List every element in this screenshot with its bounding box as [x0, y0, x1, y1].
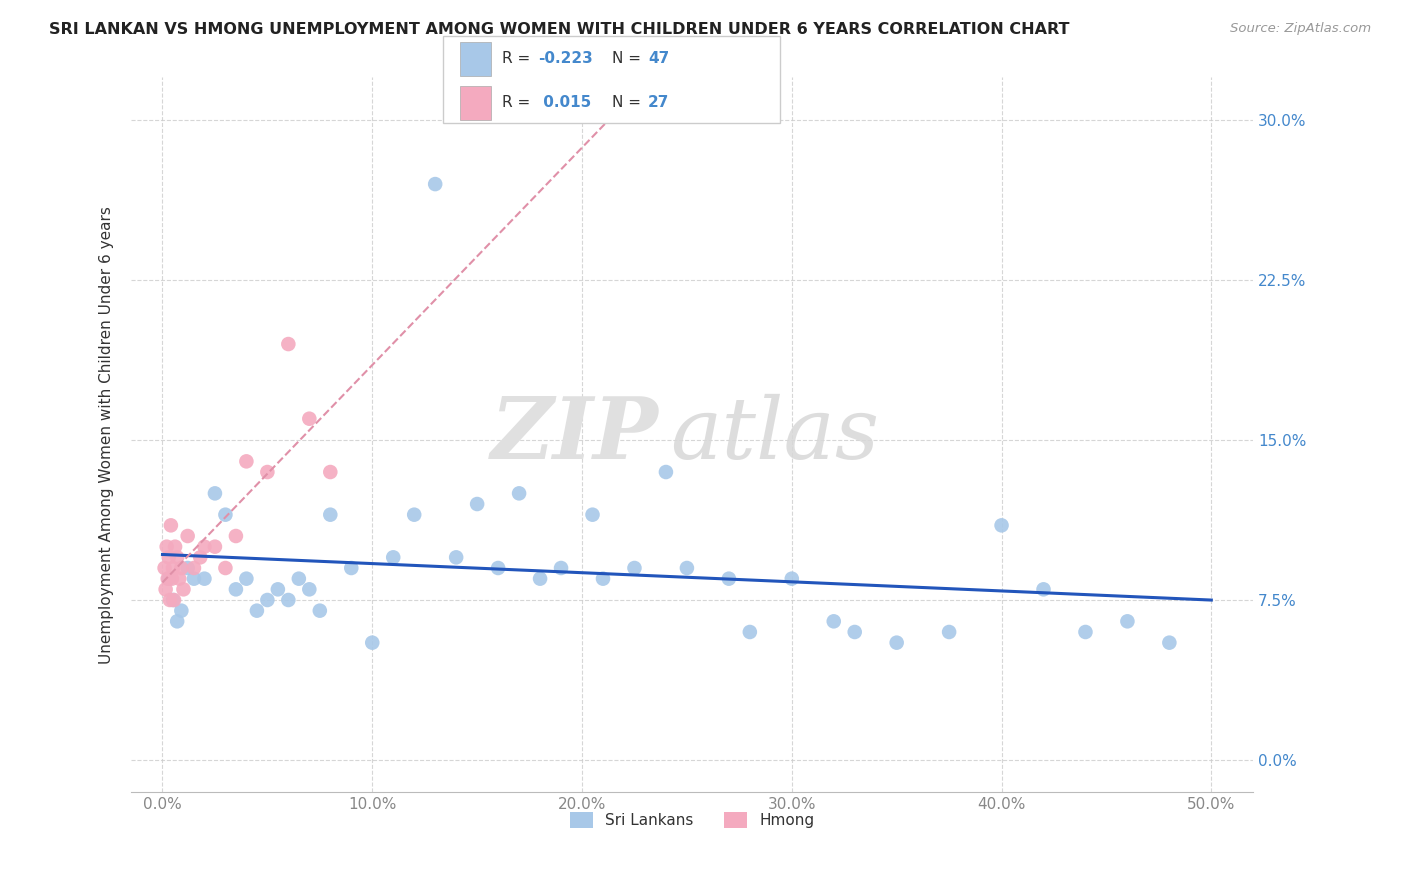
Point [256, 593, 278, 607]
Point [169, 572, 191, 586]
Point [382, 550, 405, 565]
Point [235, 454, 257, 468]
Point [298, 582, 321, 597]
Point [308, 604, 330, 618]
Point [188, 550, 211, 565]
Point [581, 508, 603, 522]
Point [162, 593, 184, 607]
Point [655, 465, 678, 479]
Text: SRI LANKAN VS HMONG UNEMPLOYMENT AMONG WOMEN WITH CHILDREN UNDER 6 YEARS CORRELA: SRI LANKAN VS HMONG UNEMPLOYMENT AMONG W… [49, 22, 1070, 37]
Point [235, 572, 257, 586]
Y-axis label: Unemployment Among Women with Children Under 6 years: Unemployment Among Women with Children U… [100, 206, 114, 664]
Point [172, 582, 194, 597]
Point [844, 625, 866, 640]
Point [990, 518, 1012, 533]
Point [170, 561, 193, 575]
Point [267, 582, 290, 597]
Point [319, 465, 342, 479]
Text: 0.015: 0.015 [538, 95, 592, 110]
Point [156, 572, 179, 586]
Text: Source: ZipAtlas.com: Source: ZipAtlas.com [1230, 22, 1371, 36]
Point [176, 561, 198, 575]
Point [486, 561, 509, 575]
Point [1159, 635, 1181, 649]
Point [214, 508, 236, 522]
Point [592, 572, 614, 586]
Point [166, 550, 188, 565]
Point [214, 561, 236, 575]
Point [277, 337, 299, 351]
Point [160, 572, 183, 586]
Point [204, 540, 226, 554]
Point [425, 177, 447, 191]
Text: R =: R = [502, 95, 536, 110]
Text: 47: 47 [648, 51, 669, 66]
Point [1032, 582, 1054, 597]
Point [508, 486, 530, 500]
Point [277, 593, 299, 607]
Text: N =: N = [612, 51, 645, 66]
Point [623, 561, 645, 575]
Point [160, 518, 183, 533]
Text: ZIP: ZIP [491, 393, 658, 476]
Point [529, 572, 551, 586]
Point [162, 561, 184, 575]
Point [298, 411, 321, 425]
Point [157, 572, 180, 586]
Point [157, 550, 180, 565]
Point [738, 625, 761, 640]
Point [404, 508, 426, 522]
Point [256, 465, 278, 479]
Point [550, 561, 572, 575]
Text: 27: 27 [648, 95, 669, 110]
Point [1074, 625, 1097, 640]
Point [288, 572, 311, 586]
Text: atlas: atlas [669, 393, 879, 476]
Point [886, 635, 908, 649]
Point [465, 497, 488, 511]
Text: N =: N = [612, 95, 645, 110]
Point [361, 635, 384, 649]
Point [170, 604, 193, 618]
Point [193, 540, 215, 554]
Point [823, 615, 845, 629]
Point [676, 561, 699, 575]
Point [225, 582, 247, 597]
Point [204, 486, 226, 500]
Point [156, 540, 179, 554]
Point [155, 582, 177, 597]
Point [176, 529, 198, 543]
Point [183, 561, 205, 575]
Point [938, 625, 960, 640]
Point [319, 508, 342, 522]
Point [340, 561, 363, 575]
Text: R =: R = [502, 51, 536, 66]
Legend: Sri Lankans, Hmong: Sri Lankans, Hmong [564, 806, 821, 834]
Point [183, 572, 205, 586]
Point [444, 550, 467, 565]
Point [717, 572, 740, 586]
Point [153, 561, 176, 575]
Point [1116, 615, 1139, 629]
Point [163, 593, 186, 607]
Point [225, 529, 247, 543]
Point [193, 572, 215, 586]
Point [246, 604, 269, 618]
Text: -0.223: -0.223 [538, 51, 593, 66]
Point [780, 572, 803, 586]
Point [166, 615, 188, 629]
Point [159, 593, 181, 607]
Point [165, 540, 187, 554]
